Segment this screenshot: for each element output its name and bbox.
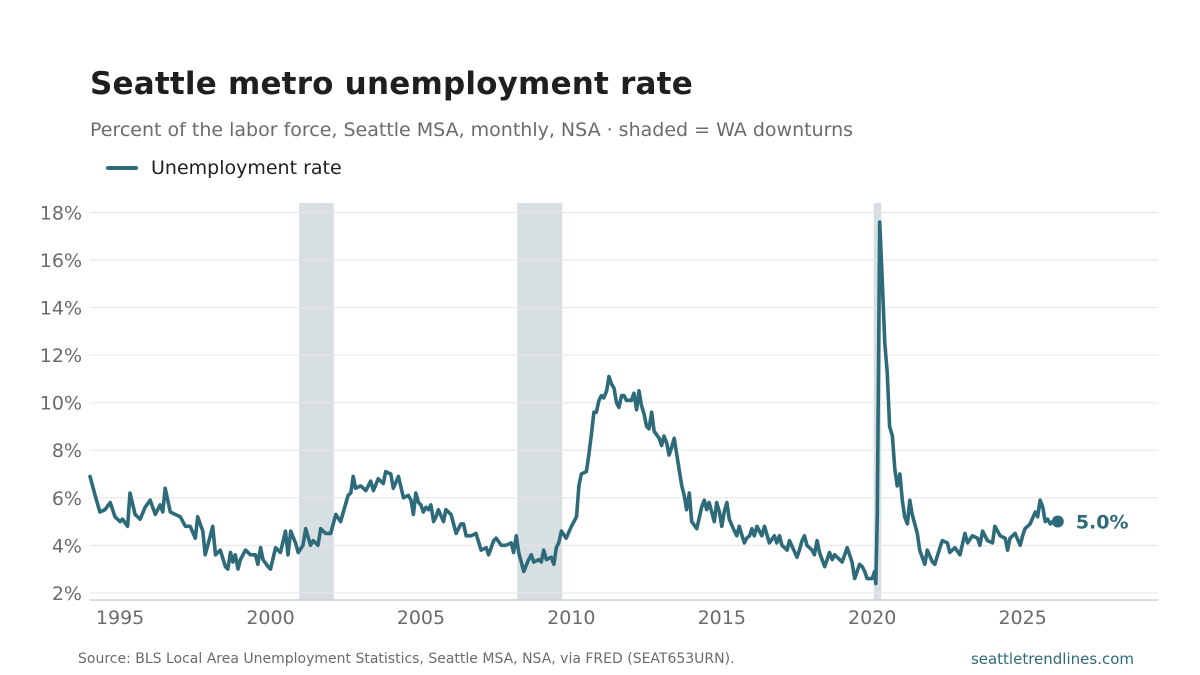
downturn-shade: [517, 203, 563, 600]
y-tick-label: 2%: [52, 583, 82, 605]
x-tick-label: 2000: [246, 607, 294, 629]
y-tick-label: 4%: [52, 535, 82, 557]
chart-title: Seattle metro unemployment rate: [90, 66, 693, 102]
series-line: [88, 220, 1060, 586]
source-note: Source: BLS Local Area Unemployment Stat…: [78, 651, 735, 667]
legend-line-swatch: [106, 166, 138, 170]
x-tick-label: 2020: [848, 607, 896, 629]
chart-subtitle: Percent of the labor force, Seattle MSA,…: [90, 119, 854, 141]
legend: Unemployment rate: [106, 157, 342, 179]
brand-link[interactable]: seattletrendlines.com: [970, 650, 1134, 668]
x-tick-label: 1995: [96, 607, 144, 629]
y-tick-label: 18%: [40, 203, 82, 225]
y-tick-label: 6%: [52, 488, 82, 510]
x-tick-label: 2005: [397, 607, 445, 629]
y-tick-label: 8%: [52, 440, 82, 462]
legend-label: Unemployment rate: [151, 157, 342, 179]
last-value-label: 5.0%: [1076, 512, 1129, 534]
last-value-marker: [1051, 515, 1064, 528]
x-tick-label: 2015: [698, 607, 746, 629]
x-tick-label: 2010: [547, 607, 595, 629]
y-tick-label: 10%: [40, 393, 82, 415]
y-tick-label: 14%: [40, 298, 82, 320]
y-tick-label: 12%: [40, 345, 82, 367]
y-tick-label: 16%: [40, 250, 82, 272]
x-tick-label: 2025: [998, 607, 1046, 629]
